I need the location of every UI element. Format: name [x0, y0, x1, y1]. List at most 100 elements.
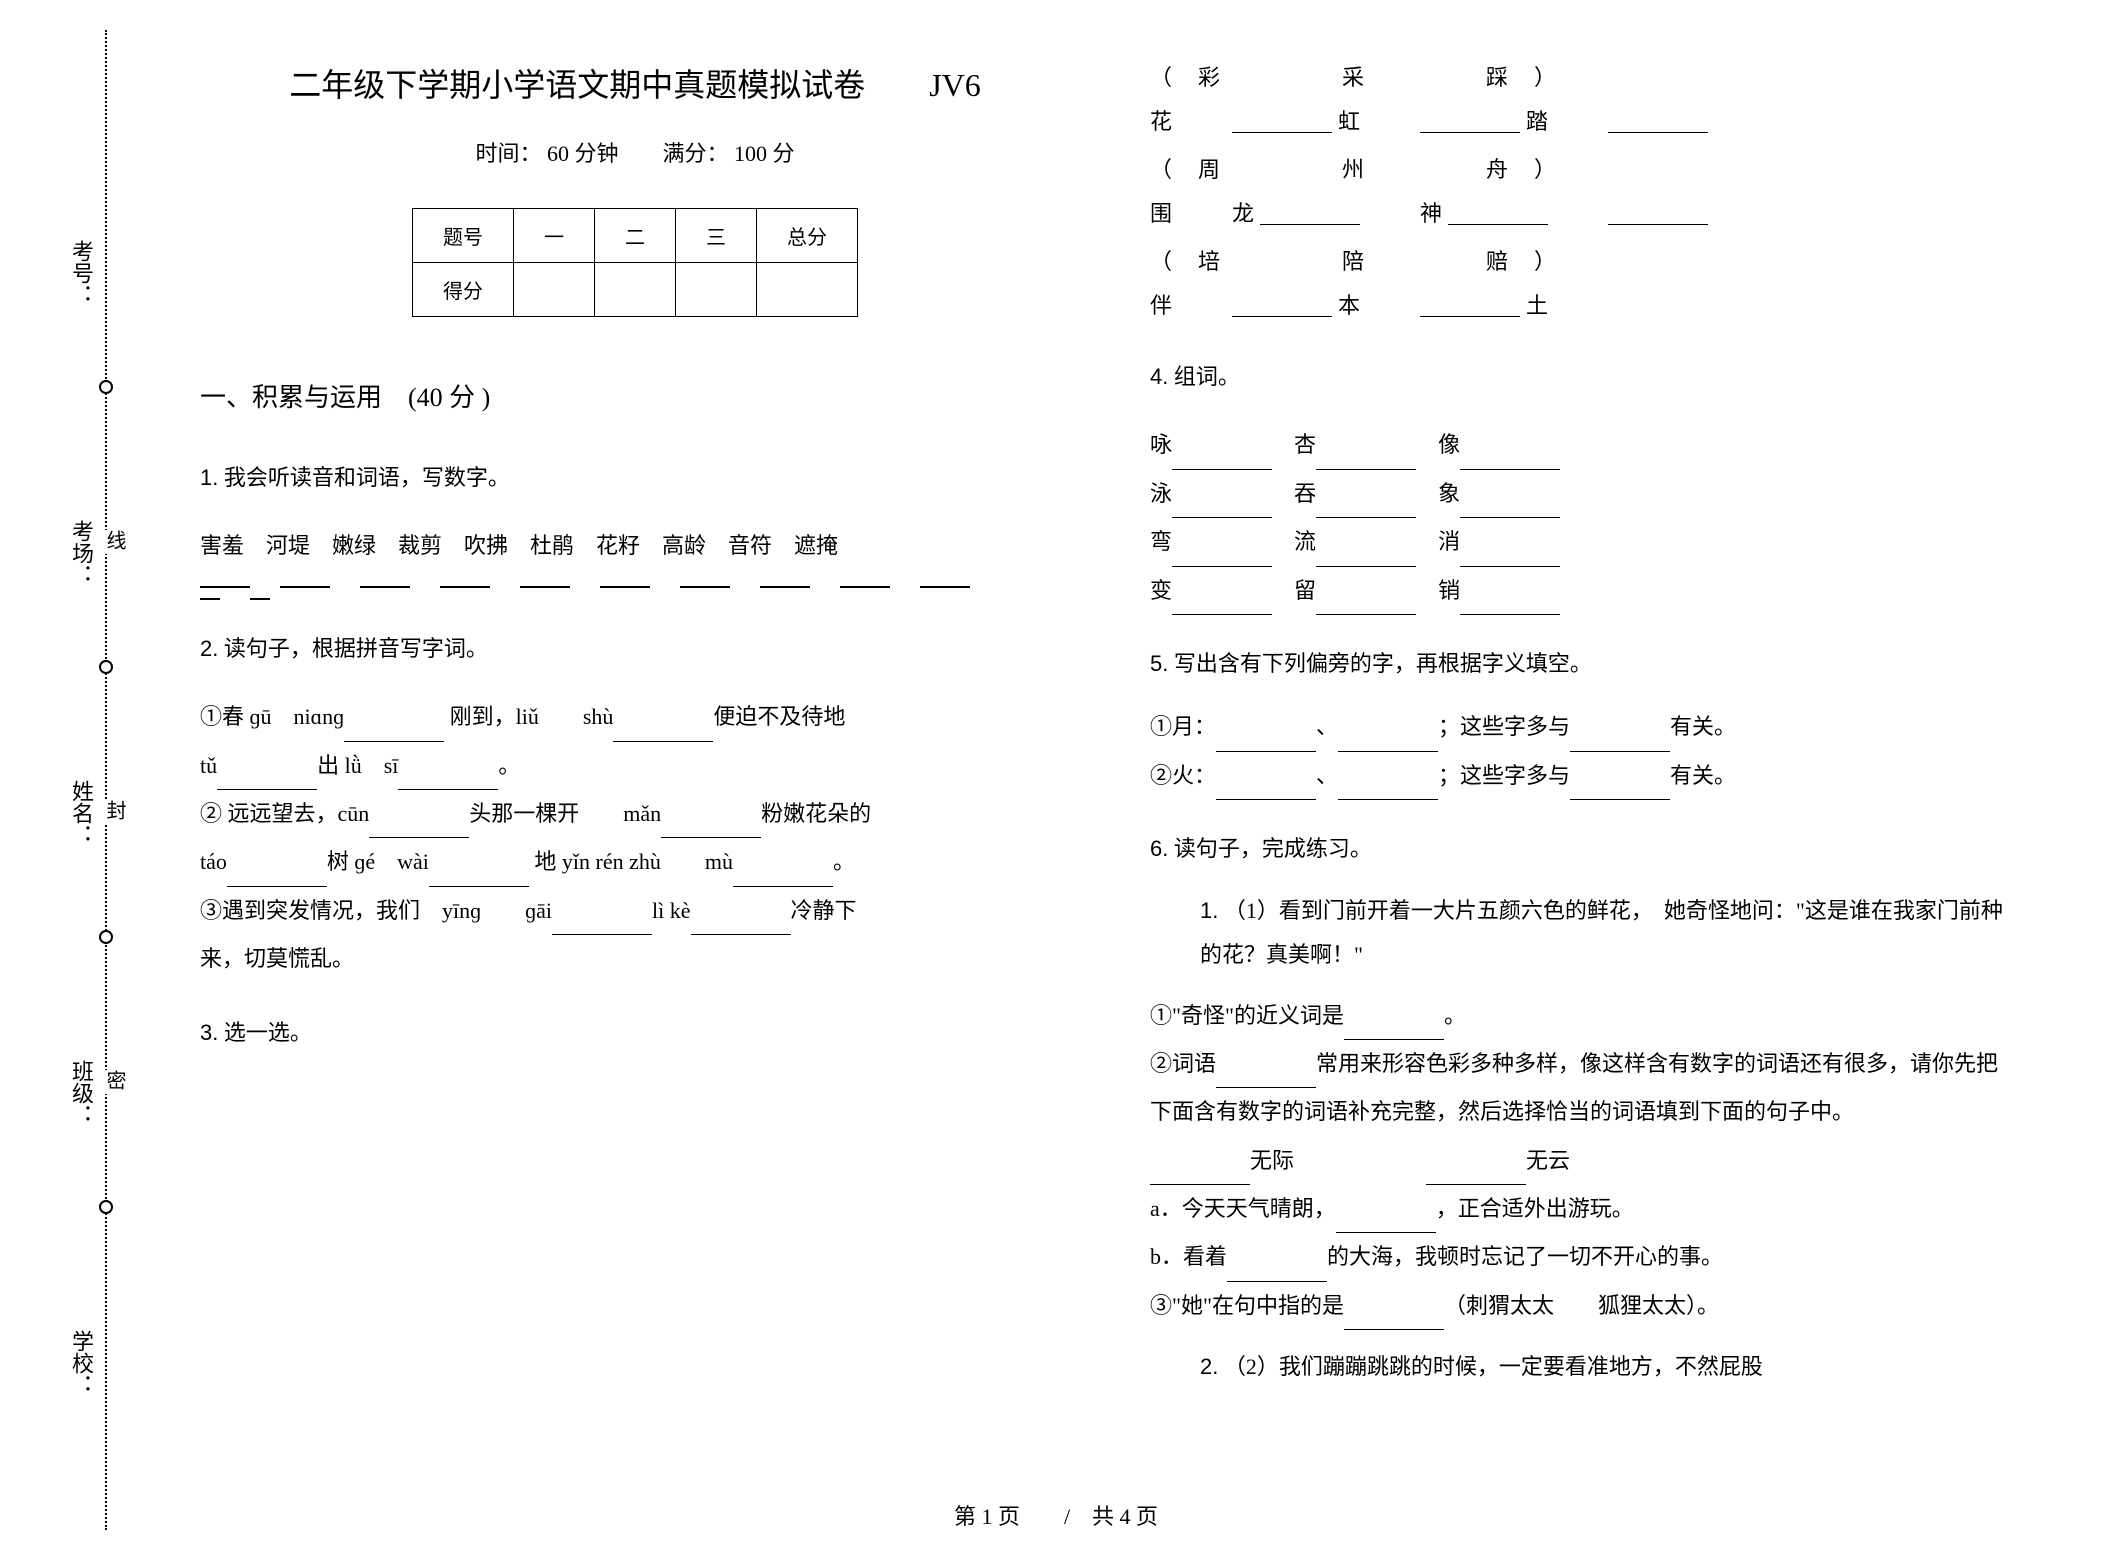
char: 咏 — [1150, 432, 1172, 457]
blank — [1316, 593, 1416, 615]
text: ；这些字多与 — [1438, 763, 1570, 788]
q6-p5: b．看着的大海，我顿时忘记了一切不开心的事。 — [1150, 1233, 2020, 1281]
binding-char-mi: 密 — [100, 1070, 129, 1094]
question-2: 2. 读句子，根据拼音写字词。 ①春 ɡū niɑnɡ 刚到，liǔ shù便迫… — [200, 625, 1070, 984]
q3-cell: 花 — [1150, 100, 1172, 144]
blank — [1316, 496, 1416, 518]
right-column: （ 彩 采 踩 ） 花 虹 踏 （ 周 州 舟 ） 围 龙 神 （ 培 陪 赔 … — [1150, 60, 2020, 1414]
text: ②火： — [1150, 763, 1216, 788]
binding-dotted-line — [105, 30, 107, 1530]
table-row: 题号 一 二 三 总分 — [413, 209, 858, 263]
dash-row — [200, 598, 1070, 600]
blank — [1216, 1066, 1316, 1088]
blank — [1232, 295, 1332, 317]
q3-options: （ 彩 采 踩 ） 花 虹 踏 （ 周 州 舟 ） 围 龙 神 （ 培 陪 赔 … — [1150, 60, 2020, 328]
text: （刺猬太太 狐狸太太）。 — [1444, 1293, 1719, 1318]
q3-cell: 围 — [1150, 192, 1172, 236]
q4-row: 变 留 销 — [1150, 567, 2020, 615]
char: 本 — [1338, 284, 1360, 328]
label-banji: 班级： — [65, 1060, 97, 1126]
question-5: 5. 写出含有下列偏旁的字，再根据字义填空。 ①月：、；这些字多与有关。 ②火：… — [1150, 640, 2020, 800]
text: 树 ɡé wài — [327, 849, 429, 874]
table-row: 得分 — [413, 263, 858, 317]
blank — [1316, 448, 1416, 470]
text: tǔ — [200, 753, 217, 778]
q4-num: 4. — [1150, 364, 1168, 389]
blank — [1172, 593, 1272, 615]
blank — [1570, 730, 1670, 752]
blank — [1232, 111, 1332, 133]
dash — [920, 586, 970, 588]
blank — [217, 768, 317, 790]
blank — [1150, 1163, 1250, 1185]
score-cell — [595, 263, 676, 317]
blank — [1338, 778, 1438, 800]
label-xuexiao: 学校： — [65, 1330, 97, 1396]
q3-row3-group: （ 培 陪 赔 ） — [1150, 244, 2020, 276]
char: 龙 — [1232, 192, 1254, 236]
blank — [552, 913, 652, 935]
left-column: 二年级下学期小学语文期中真题模拟试卷 JV6 时间： 60 分钟 满分： 100… — [200, 60, 1070, 1414]
q3-cell: 踏 — [1420, 100, 1548, 144]
dash — [520, 586, 570, 588]
text: 出 lǜ sī — [317, 753, 398, 778]
q3-cell: 神 — [1420, 192, 1548, 236]
q6-p2: ②词语常用来形容色彩多种多样，像这样含有数字的词语还有很多，请你先把下面含有数字… — [1150, 1040, 2020, 1137]
score-table: 题号 一 二 三 总分 得分 — [412, 208, 858, 317]
sub1-text: （1）看到门前开着一大片五颜六色的鲜花， 她奇怪地问："这是谁在我家门前种的花？… — [1200, 898, 2003, 967]
blank — [1227, 1260, 1327, 1282]
dash — [200, 586, 250, 588]
q3-num: 3. — [200, 1020, 218, 1045]
q1-num: 1. — [200, 465, 218, 490]
dash — [760, 586, 810, 588]
q6-p6: ③"她"在句中指的是 （刺猬太太 狐狸太太）。 — [1150, 1282, 2020, 1330]
blank — [1338, 730, 1438, 752]
char: 流 — [1294, 529, 1316, 554]
blank — [613, 720, 713, 742]
dash — [250, 598, 270, 600]
dash — [360, 586, 410, 588]
q2-line2: tǔ 出 lǜ sī 。 — [200, 742, 1070, 790]
q3-cell — [1608, 100, 1708, 144]
blank — [1448, 203, 1548, 225]
char: 踏 — [1526, 100, 1548, 144]
q3-cell: 本 — [1232, 284, 1360, 328]
text: lì kè — [652, 898, 691, 923]
char: 消 — [1438, 529, 1460, 554]
char: 伴 — [1150, 284, 1172, 328]
q2-num: 2. — [200, 636, 218, 661]
label-kaohao: 考号： — [65, 240, 97, 306]
q4-body: 咏 杏 像 泳 吞 象 弯 流 消 变 留 销 — [1150, 421, 2020, 615]
blank — [661, 816, 761, 838]
text: 有关。 — [1670, 763, 1736, 788]
text: ③遇到突发情况，我们 yīnɡ ɡāi — [200, 898, 552, 923]
binding-circle — [99, 380, 113, 394]
q6-text: 读句子，完成练习。 — [1174, 836, 1372, 861]
question-6: 6. 读句子，完成练习。 1. （1）看到门前开着一大片五颜六色的鲜花， 她奇怪… — [1150, 825, 2020, 1389]
text: 。 — [498, 753, 520, 778]
blank — [1216, 730, 1316, 752]
page-footer: 第 1 页 / 共 4 页 — [0, 1499, 2112, 1531]
text: 便迫不及待地 — [713, 704, 845, 729]
binding-char-feng: 封 — [100, 800, 129, 824]
q6-sub1: 1. （1）看到门前开着一大片五颜六色的鲜花， 她奇怪地问："这是谁在我家门前种… — [1200, 889, 2020, 977]
question-4: 4. 组词。 咏 杏 像 泳 吞 象 弯 流 消 变 留 销 — [1150, 353, 2020, 615]
char: 象 — [1438, 481, 1460, 506]
char: 销 — [1438, 578, 1460, 603]
q1-text: 我会听读音和词语，写数字。 — [224, 465, 510, 490]
char: 杏 — [1294, 432, 1316, 457]
q3-cell: 土 — [1420, 284, 1548, 328]
dash — [840, 586, 890, 588]
text: ②词语 — [1150, 1051, 1216, 1076]
header-cell: 三 — [676, 209, 757, 263]
text: táo — [200, 849, 227, 874]
text: ①"奇怪"的近义词是 — [1150, 1003, 1344, 1028]
q5-text: 写出含有下列偏旁的字，再根据字义填空。 — [1174, 651, 1592, 676]
blank — [1344, 1308, 1444, 1330]
q6-p4: a．今天天气晴朗，，正合适外出游玩。 — [1150, 1185, 2020, 1233]
text: ③"她"在句中指的是 — [1150, 1293, 1344, 1318]
binding-char-xian: 线 — [100, 530, 129, 554]
text: 冷静下 — [791, 898, 857, 923]
sub1-num: 1. — [1200, 898, 1218, 923]
char: 像 — [1438, 432, 1460, 457]
